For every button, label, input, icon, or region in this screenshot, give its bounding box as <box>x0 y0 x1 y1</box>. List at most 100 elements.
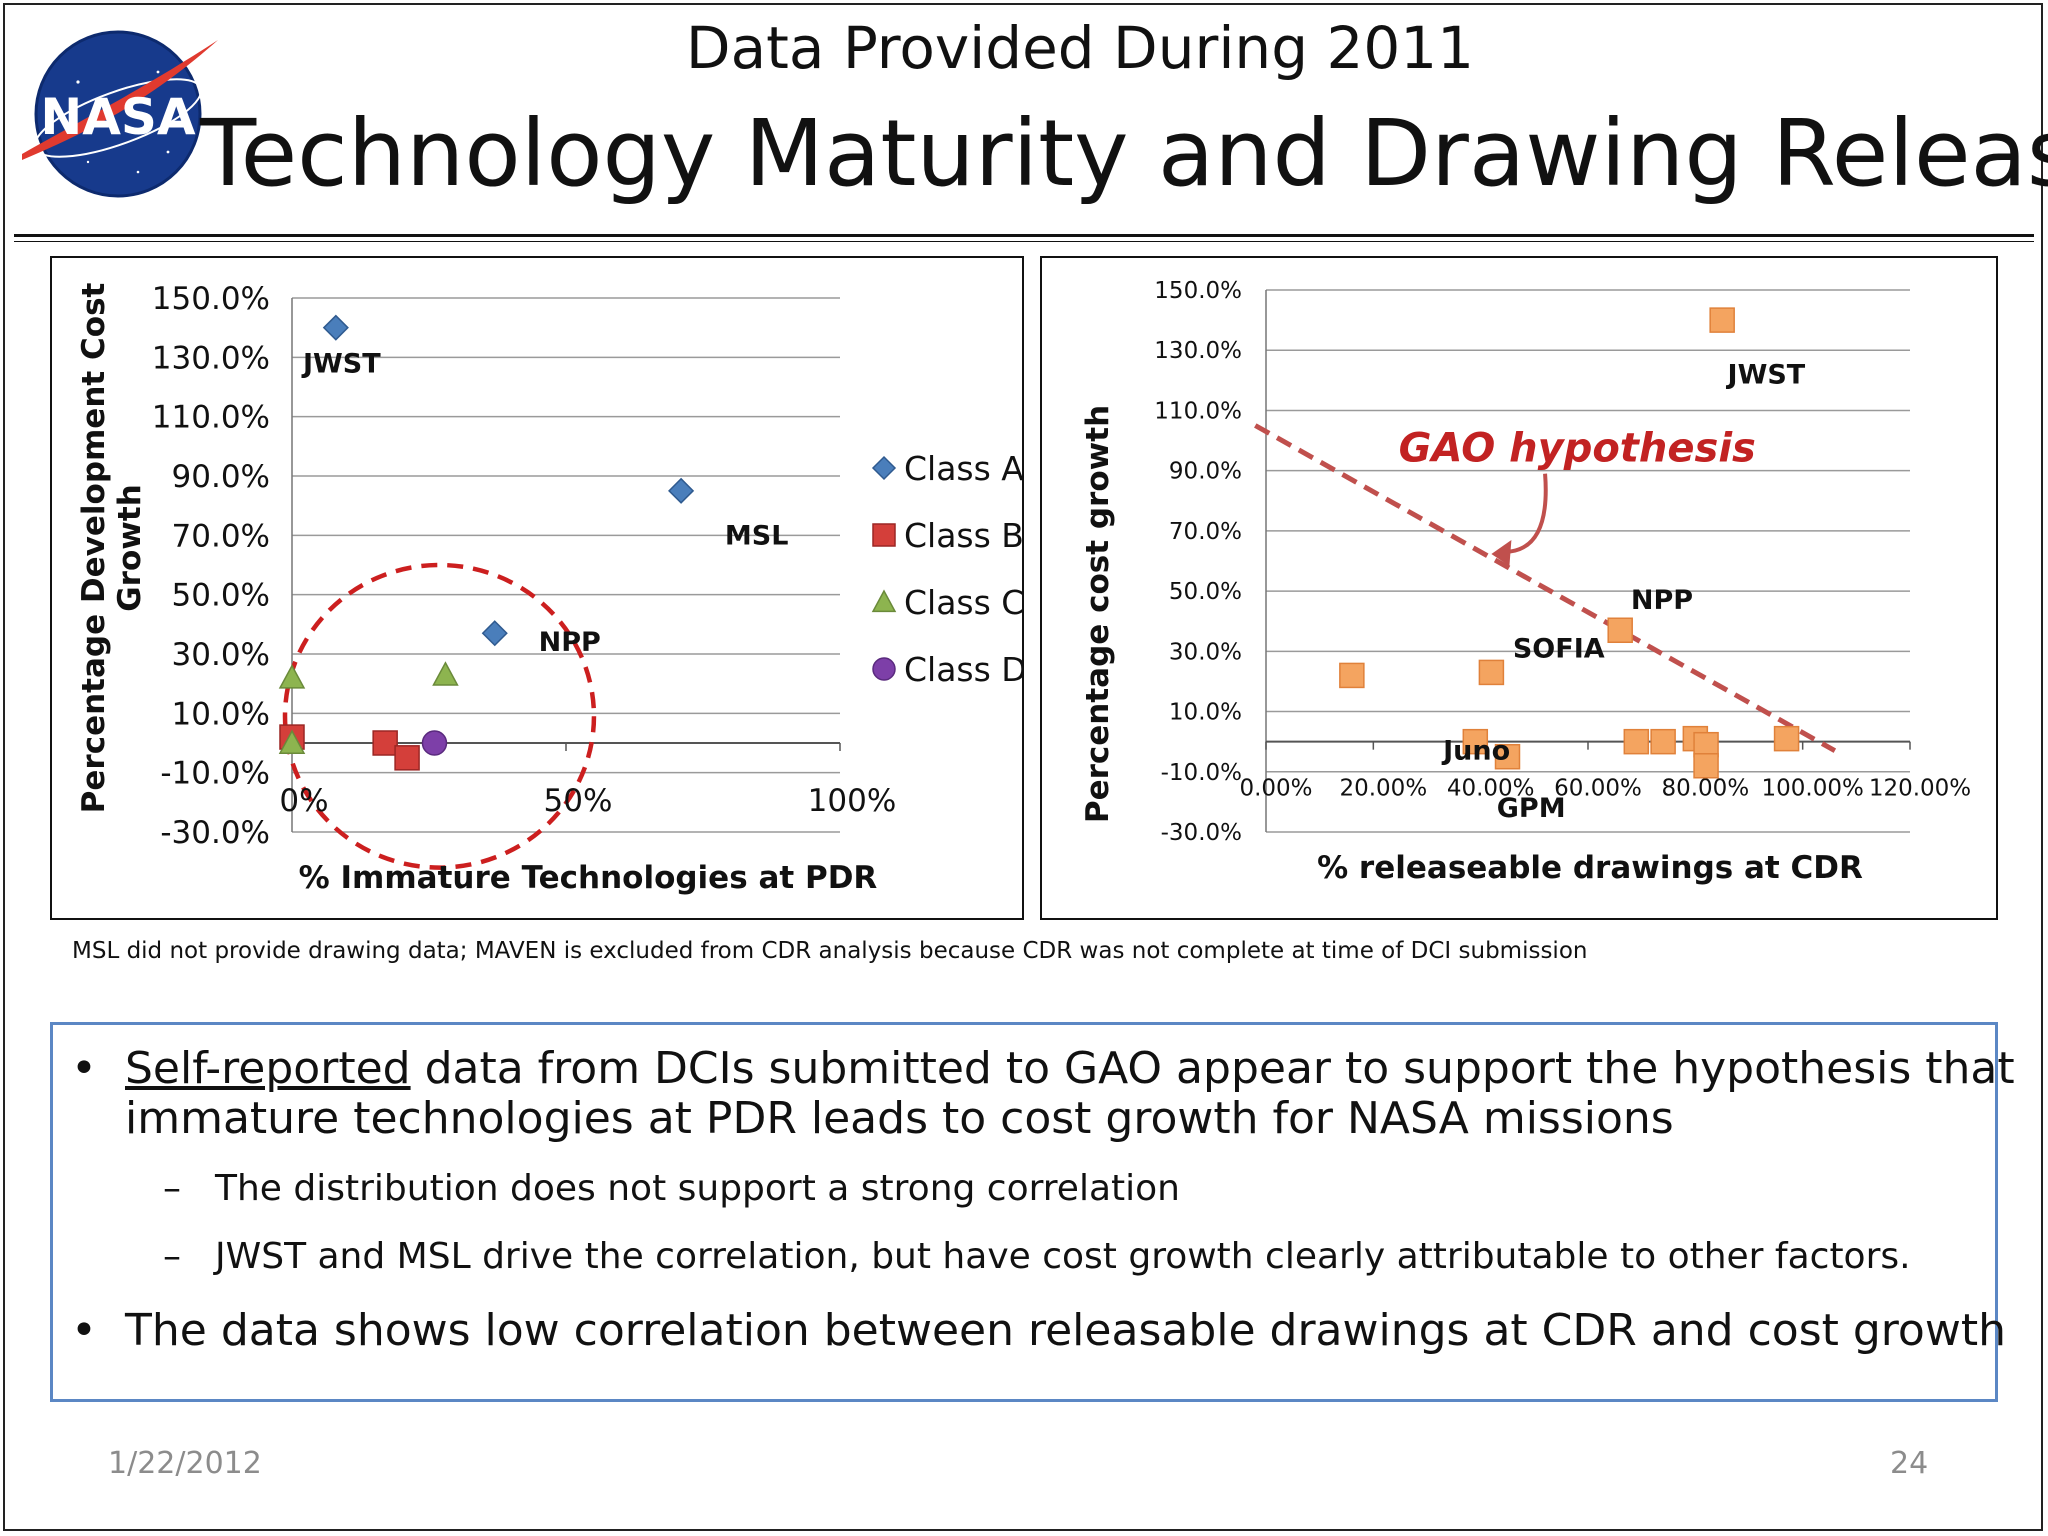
chart1-point-class-c <box>278 729 306 754</box>
chart1-y-tick-label: 30.0% <box>172 637 270 673</box>
slide-title: Technology Maturity and Drawing Release <box>200 100 2048 207</box>
chart2-y-axis-label: Percentage cost growth <box>1080 405 1116 823</box>
chart1-annotation-msl: MSL <box>725 520 789 551</box>
chart2-point <box>1494 743 1521 770</box>
sub-bullet-1: The distribution does not support a stro… <box>215 1168 1180 1209</box>
chart2-annotation-gpm: GPM <box>1497 793 1566 824</box>
summary-textbox: • Self-reported data from DCIs submitted… <box>50 1022 2015 1402</box>
chart1-y-tick-label: -30.0% <box>160 815 270 851</box>
chart1-annotation-npp: NPP <box>539 627 601 658</box>
chart2-callout-arrow <box>1503 473 1548 554</box>
chart2-y-tick-label: 50.0% <box>1169 579 1242 605</box>
chart1-y-tick-label: 10.0% <box>172 696 270 732</box>
chart2-point <box>1478 659 1505 686</box>
chart1-y-axis-label-line-2: Growth <box>112 484 148 612</box>
chart2-annotation-juno: Juno <box>1441 736 1510 767</box>
legend-marker-class-c <box>871 589 897 613</box>
chart2-trendline-label: GAO hypothesis <box>1399 426 1756 472</box>
chart1-x-axis-label: % Immature Technologies at PDR <box>299 860 878 896</box>
chart-immature-technologies: 150.0% 130.0% 110.0% 90.0% 70.0% 50.0% 30.0% 10… <box>76 281 1027 896</box>
chart1-y-axis-label-line-1: Percentage Development Cost <box>76 282 112 813</box>
chart1-point-class-a <box>668 477 695 504</box>
chart2-y-tick-label: 90.0% <box>1169 459 1242 485</box>
sub-bullet-2: JWST and MSL drive the correlation, but … <box>215 1236 1911 1277</box>
chart1-y-tick-label: 130.0% <box>152 340 270 376</box>
chart2-y-tick-label: 70.0% <box>1169 519 1242 545</box>
chart1-point-class-c <box>278 664 306 689</box>
chart2-gridlines <box>1265 289 1911 833</box>
chart1-y-tick-labels: 150.0% 130.0% 110.0% 90.0% 70.0% 50.0% 30.0% 10… <box>152 281 270 851</box>
slide-frame <box>3 3 2043 1531</box>
chart1-point-class-a <box>322 314 349 341</box>
bullet-1-text: data from DCIs submitted to GAO appear t… <box>410 1043 2015 1094</box>
chart1-x-tick-labels: 0% 50% 100% <box>279 783 896 819</box>
chart2-y-tick-label: 10.0% <box>1169 700 1242 726</box>
chart2-y-tick-labels: 150.0% 130.0% 110.0% 90.0% 70.0% 50.0% 30.0% 10… <box>1154 278 1242 846</box>
chart1-point-class-b <box>372 730 398 756</box>
chart2-x-tick-label: 100.00% <box>1761 776 1863 802</box>
legend-label-class-c: Class C <box>904 583 1022 622</box>
chart2-point <box>1709 307 1735 333</box>
legend-label-class-b: Class B <box>904 516 1022 555</box>
chart2-annotation-jwst: JWST <box>1726 359 1806 390</box>
chart1-annotation-jwst: JWST <box>301 348 381 379</box>
chart2-y-tick-label: -30.0% <box>1161 820 1242 846</box>
chart2-trendline-group: GAO hypothesis <box>1254 423 1837 753</box>
legend-label-class-d: Class D <box>904 650 1022 689</box>
chart-panel-left: 150.0% 130.0% 110.0% 90.0% 70.0% 50.0% 30.0% 10… <box>50 256 1027 920</box>
slide-page-number: 24 <box>1890 1446 1929 1481</box>
chart1-y-tick-label: 70.0% <box>172 518 270 554</box>
chart2-x-tick-labels: 0.00% 20.00% 40.00% 60.00% 80.00% 100.00% 120.… <box>1239 776 1971 802</box>
chart2-point <box>1607 617 1633 644</box>
title-divider-thin <box>14 241 2034 242</box>
slide-date: 1/22/2012 <box>108 1446 262 1481</box>
chart1-highlight-group <box>282 562 597 870</box>
footnote: MSL did not provide drawing data; MAVEN … <box>72 938 1588 964</box>
chart1-legend: Class A Class B Class C Class D <box>871 449 1027 689</box>
chart1-point-class-c <box>432 661 459 686</box>
chart1-x-tick-label: 50% <box>544 783 613 819</box>
bullet-2: The data shows low correlation between r… <box>125 1305 2006 1356</box>
chart2-point <box>1650 728 1676 755</box>
chart2-point <box>1773 725 1800 752</box>
chart1-y-axis-label: Percentage Development CostGrowth <box>76 282 148 813</box>
chart2-x-axis-label: % releaseable drawings at CDR <box>1317 850 1863 886</box>
chart2-callout-arrowhead <box>1491 539 1512 566</box>
bullet-1-line-2: immature technologies at PDR leads to co… <box>125 1093 1674 1144</box>
chart1-y-tick-label: 150.0% <box>152 281 270 317</box>
chart1-y-tick-label: -10.0% <box>160 756 270 792</box>
chart1-y-tick-label: 50.0% <box>172 578 270 614</box>
sub-bullet-marker-1: – <box>163 1168 181 1209</box>
chart2-x-tick-label: 80.00% <box>1661 776 1749 802</box>
chart1-highlight-circle <box>282 562 597 870</box>
chart1-x-tick-label: 100% <box>808 783 897 819</box>
chart2-y-tick-label: 110.0% <box>1154 398 1242 424</box>
nasa-logo: NASA <box>22 30 218 198</box>
chart1-y-tick-label: 90.0% <box>172 459 270 495</box>
chart1-y-tick-label: 110.0% <box>152 400 270 436</box>
chart2-annotations: JWST NPP SOFIA Juno GPM <box>1441 359 1806 824</box>
chart-releaseable-drawings: 150.0% 130.0% 110.0% 90.0% 70.0% 50.0% 30.0% 10… <box>1080 278 1971 886</box>
chart2-point <box>1623 728 1650 755</box>
chart-panel-right: 150.0% 130.0% 110.0% 90.0% 70.0% 50.0% 30.0% 10… <box>1040 256 1998 920</box>
legend-marker-class-d <box>872 657 896 681</box>
chart1-point-class-d <box>421 730 448 756</box>
nasa-logo-text: NASA <box>40 88 196 146</box>
chart2-annotation-sofia: SOFIA <box>1513 633 1605 664</box>
chart2-y-tick-label: 150.0% <box>1154 278 1242 304</box>
legend-label-class-a: Class A <box>904 449 1022 488</box>
chart2-annotation-npp: NPP <box>1631 585 1693 616</box>
chart2-y-tick-label: 30.0% <box>1169 639 1242 665</box>
slide-supertitle: Data Provided During 2011 <box>685 14 1475 82</box>
legend-marker-class-a <box>871 455 897 481</box>
chart2-x-tick-label: 120.00% <box>1869 776 1971 802</box>
chart2-trendline <box>1254 423 1837 753</box>
chart2-x-tick-label: 60.00% <box>1554 776 1642 802</box>
chart2-x-tick-label: 40.00% <box>1447 776 1535 802</box>
chart1-annotations: JWST MSL NPP <box>301 348 788 658</box>
chart2-y-tick-label: -10.0% <box>1161 760 1242 786</box>
bullet-marker-2: • <box>71 1305 97 1356</box>
chart2-x-tick-label: 20.00% <box>1339 776 1427 802</box>
chart2-point <box>1339 662 1365 689</box>
bullet-1-line-1: Self-reported data from DCIs submitted t… <box>125 1043 2015 1095</box>
